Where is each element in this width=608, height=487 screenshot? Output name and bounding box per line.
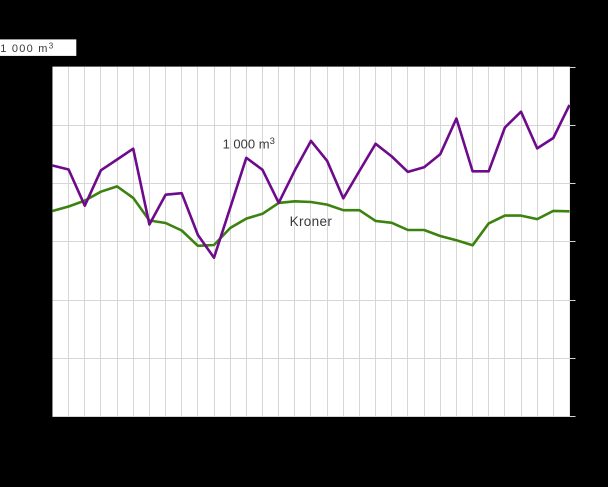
svg-text:1 000 m3: 1 000 m3 bbox=[223, 136, 275, 152]
svg-text:1 000 m3: 1 000 m3 bbox=[0, 41, 54, 55]
svg-text:Kroner: Kroner bbox=[290, 214, 333, 229]
